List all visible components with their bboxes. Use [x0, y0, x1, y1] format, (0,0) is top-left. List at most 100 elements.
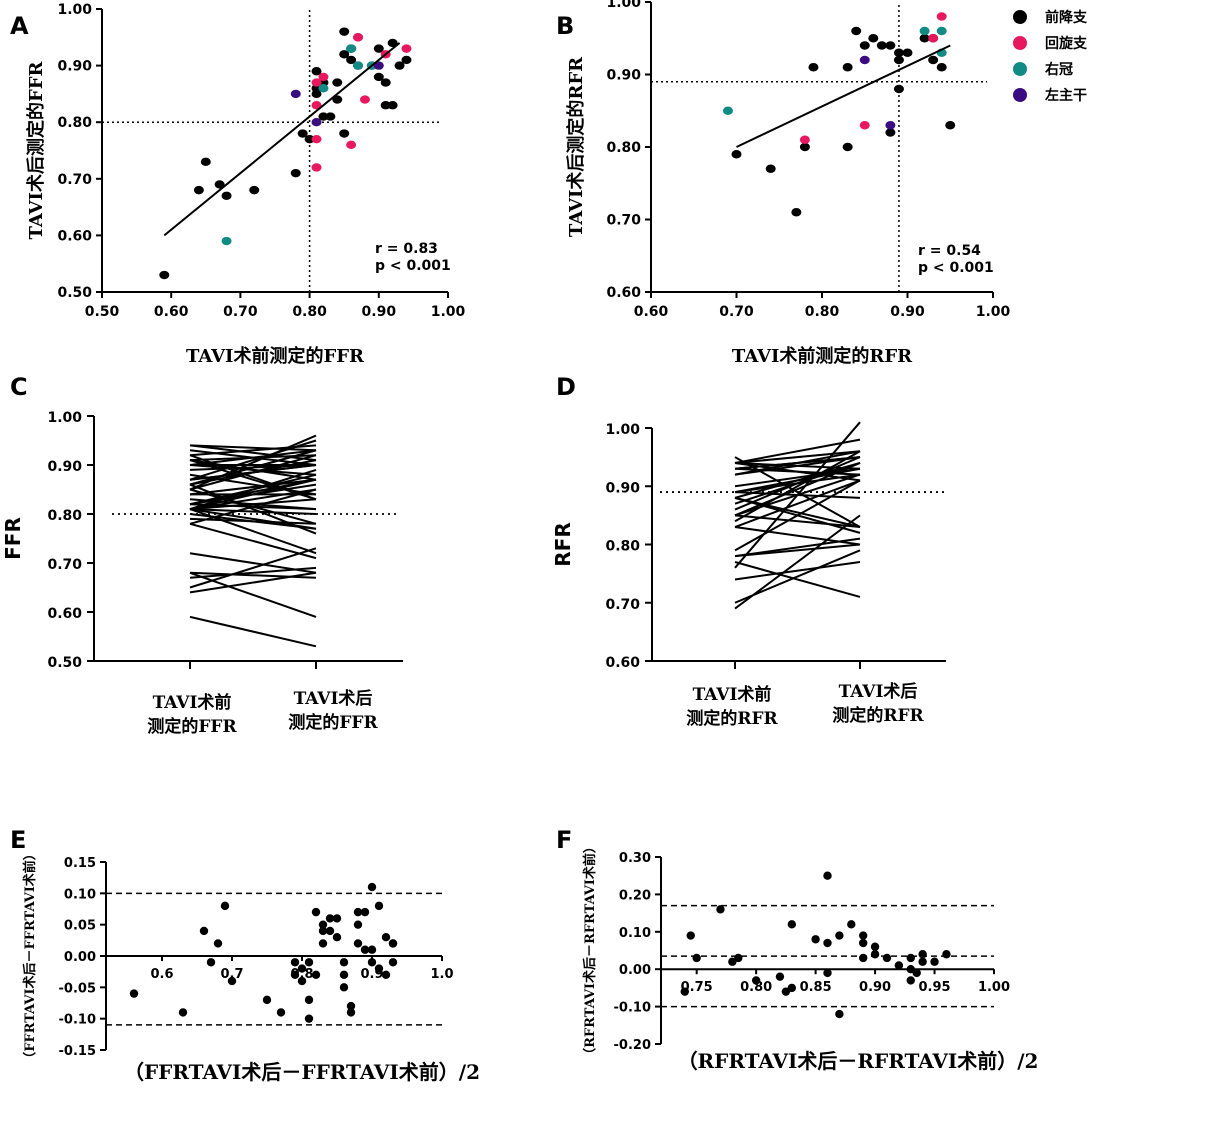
data-point: [339, 129, 350, 138]
data-point: [325, 914, 335, 923]
panel-a: 0.50 0.60 0.70 0.80 0.90 1.00 0.50 0.60 0.70 0.80…: [25, 2, 466, 367]
y-axis-label: RFR: [551, 522, 575, 566]
data-point: [936, 12, 947, 21]
data-point: [359, 95, 370, 104]
category-label: TAVI术后: [839, 681, 918, 702]
x-tick-label: 0.60: [634, 304, 669, 320]
y-tick-label: 0.00: [64, 950, 96, 965]
data-point: [297, 964, 307, 973]
y-axis-label: （RFRTAVI术后－RFRTAVI术前）: [582, 840, 598, 1061]
data-point: [297, 129, 308, 138]
category-label: TAVI术前: [693, 684, 772, 705]
data-point: [339, 970, 349, 979]
y-tick-label: 0.10: [64, 887, 96, 902]
paired-line: [189, 522, 317, 560]
data-point: [686, 931, 695, 940]
legend-marker: [1013, 62, 1027, 76]
x-tick-label: 0.60: [154, 304, 189, 320]
y-tick-label: 0.60: [606, 285, 641, 301]
data-point: [894, 961, 904, 970]
data-point: [367, 958, 377, 967]
paired-line: [734, 560, 861, 581]
paired-line: [189, 454, 317, 501]
data-point: [311, 163, 322, 172]
stat-p: p < 0.001: [918, 260, 994, 276]
x-tick-label: 0.80: [292, 304, 327, 320]
y-tick-label: 0.80: [605, 539, 640, 555]
data-point: [346, 1001, 356, 1011]
data-point: [751, 976, 761, 985]
data-point: [339, 983, 349, 992]
paired-line: [734, 479, 861, 528]
data-point: [360, 907, 370, 917]
data-point: [722, 106, 733, 115]
data-point: [930, 957, 939, 966]
data-point: [912, 968, 921, 978]
paired-line: [734, 467, 861, 488]
y-axis-label: TAVI术后测定的RFR: [565, 56, 587, 237]
data-point: [928, 34, 939, 43]
data-point: [876, 41, 887, 50]
data-point: [902, 48, 913, 57]
data-point: [311, 118, 322, 127]
data-point: [936, 26, 947, 36]
data-point: [339, 50, 350, 59]
paired-line: [189, 508, 317, 555]
paired-line: [189, 488, 317, 525]
data-point: [297, 976, 307, 986]
data-point: [311, 78, 322, 87]
data-point: [799, 142, 810, 152]
y-tick-label: 0.30: [619, 851, 651, 866]
x-tick-label: 0.80: [805, 304, 840, 320]
data-point: [893, 84, 904, 94]
stat-r: r = 0.83: [375, 241, 438, 257]
data-point: [373, 72, 384, 82]
data-point: [868, 34, 879, 43]
y-tick-label: 0.90: [47, 459, 82, 475]
data-point: [367, 882, 377, 892]
data-point: [401, 55, 412, 65]
legend-label: 前降支: [1045, 9, 1088, 26]
x-tick-label: 1.00: [978, 980, 1010, 995]
y-tick-label: 0.10: [619, 926, 651, 941]
data-point: [870, 942, 880, 951]
paired-line: [189, 444, 317, 452]
paired-line: [189, 571, 317, 579]
y-tick-label: -0.05: [59, 981, 96, 996]
data-point: [885, 41, 896, 50]
data-point: [380, 78, 391, 87]
paired-line: [734, 514, 861, 529]
data-point: [835, 931, 844, 940]
x-tick-label: 0.90: [890, 304, 925, 320]
data-point: [311, 970, 321, 979]
data-point: [388, 958, 398, 967]
data-point: [680, 987, 689, 996]
data-point: [858, 931, 868, 940]
legend-marker: [1013, 36, 1027, 50]
data-point: [129, 989, 139, 998]
data-point: [928, 55, 939, 65]
x-axis-label: TAVI术前测定的FFR: [186, 345, 365, 367]
data-point: [249, 185, 260, 195]
paired-line: [189, 444, 317, 462]
data-point: [823, 871, 832, 880]
y-axis-label: TAVI术后测定的FFR: [25, 60, 47, 239]
data-point: [311, 67, 322, 76]
y-tick-label: 0.60: [47, 606, 82, 622]
data-point: [373, 61, 384, 70]
data-point: [367, 945, 377, 954]
data-point: [290, 89, 301, 99]
y-tick-label: 0.80: [47, 508, 82, 524]
data-point: [374, 964, 384, 973]
paired-line: [734, 461, 861, 470]
x-tick-label: 0.7: [220, 967, 243, 982]
x-tick-label: 0.90: [362, 304, 397, 320]
paired-line: [734, 438, 861, 464]
data-point: [394, 61, 405, 70]
panel-b: 0.60 0.70 0.80 0.90 1.00 0.60 0.70 0.80 0.90 1.00…: [565, 0, 1011, 367]
data-point: [353, 61, 364, 70]
legend-marker: [1013, 10, 1027, 24]
category-label: TAVI术后: [294, 688, 373, 709]
x-axis-label: （RFRTAVI术后－RFRTAVI术前）/2: [678, 1049, 1039, 1073]
